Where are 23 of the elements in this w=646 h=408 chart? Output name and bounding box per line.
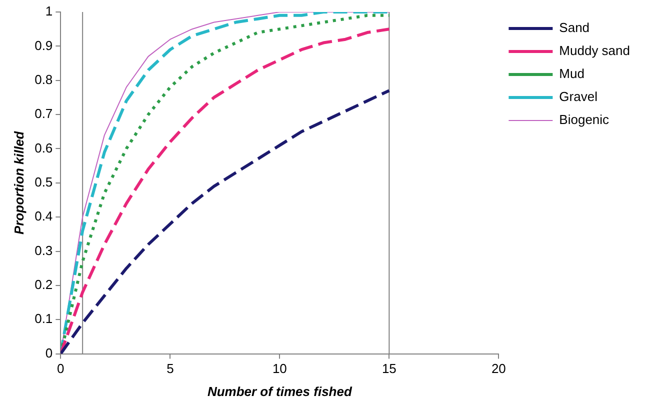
x-tick-label: 5	[166, 361, 174, 376]
y-tick-label: 0.4	[34, 208, 53, 224]
y-tick-label: 0.8	[34, 72, 53, 87]
x-tick-label: 10	[272, 361, 287, 376]
x-tick-label: 15	[382, 361, 396, 376]
y-tick-label: 0.2	[34, 277, 53, 292]
legend-label: Muddy sand	[559, 43, 630, 58]
x-tick-label: 0	[57, 361, 64, 376]
y-tick-label: 1	[45, 4, 53, 19]
y-tick-label: 0.9	[34, 38, 53, 53]
legend-label: Sand	[559, 20, 590, 36]
x-tick-label: 20	[491, 361, 506, 376]
y-tick-label: 0.1	[34, 311, 53, 326]
legend-label: Biogenic	[559, 112, 610, 128]
y-tick-label: 0	[45, 345, 53, 360]
legend-label: Gravel	[559, 89, 598, 104]
y-tick-label: 0.7	[34, 106, 53, 122]
y-axis-title: Proportion killed	[11, 130, 26, 235]
y-tick-label: 0.3	[34, 242, 53, 258]
y-tick-label: 0.5	[34, 174, 53, 190]
legend-label: Mud	[559, 66, 584, 82]
x-axis-title: Number of times fished	[207, 384, 353, 399]
y-tick-label: 0.6	[34, 140, 53, 156]
